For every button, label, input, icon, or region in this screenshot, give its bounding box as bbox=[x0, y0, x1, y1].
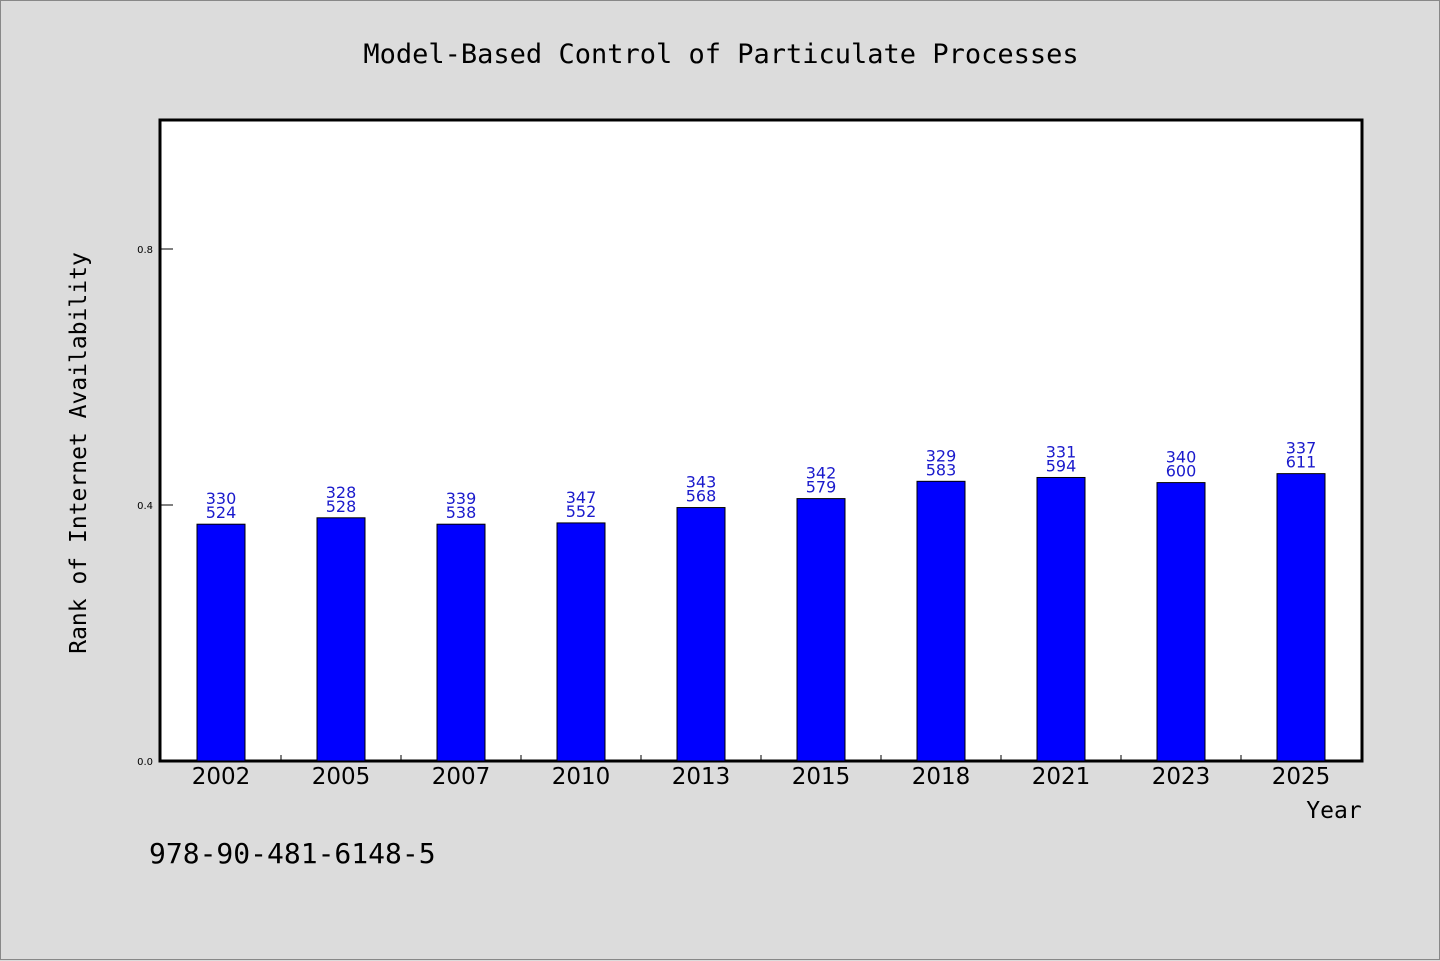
x-tick-label-2021: 2021 bbox=[1032, 764, 1091, 790]
y-axis-ticks: 0.0 0.4 0.8 bbox=[137, 245, 173, 768]
x-axis-label: Year bbox=[1306, 798, 1361, 824]
bar-label-top-2005: 328 bbox=[326, 483, 357, 502]
bar-2013 bbox=[676, 507, 726, 762]
bar-label-bottom-2002: 524 bbox=[206, 503, 237, 522]
y-axis-label: Rank of Internet Availability bbox=[66, 252, 92, 654]
bar-label-bottom-2013: 568 bbox=[686, 487, 717, 506]
bar-2025 bbox=[1276, 473, 1326, 762]
bar-label-bottom-2015: 579 bbox=[806, 478, 837, 497]
x-tick-label-2005: 2005 bbox=[312, 764, 371, 790]
isbn-footer: 978-90-481-6148-5 bbox=[149, 837, 436, 870]
bar-label-top-2002: 330 bbox=[206, 489, 237, 508]
x-tick-label-2007: 2007 bbox=[432, 764, 491, 790]
x-tick-label-2010: 2010 bbox=[552, 764, 611, 790]
bar-label-bottom-2010: 552 bbox=[566, 502, 597, 521]
bar-label-top-2018: 329 bbox=[926, 446, 957, 465]
bar-label-bottom-2018: 583 bbox=[926, 460, 957, 479]
chart-title: Model-Based Control of Particulate Proce… bbox=[363, 39, 1078, 70]
bar-label-bottom-2023: 600 bbox=[1166, 462, 1197, 481]
bar-2007 bbox=[436, 523, 486, 762]
bar-2023 bbox=[1156, 482, 1206, 762]
y-tick-label-0.0: 0.0 bbox=[137, 757, 153, 768]
bar-label-bottom-2007: 538 bbox=[446, 503, 477, 522]
bar-label-bottom-2021: 594 bbox=[1046, 456, 1077, 475]
x-tick-label-2013: 2013 bbox=[672, 764, 731, 790]
x-axis-ticks: 2002 2005 2007 2010 2013 2015 2018 2021 2023 2025 bbox=[192, 755, 1331, 790]
x-tick-label-2023: 2023 bbox=[1152, 764, 1211, 790]
bar-label-bottom-2025: 611 bbox=[1286, 453, 1317, 472]
bar-2005 bbox=[316, 517, 366, 762]
x-tick-label-2015: 2015 bbox=[792, 764, 851, 790]
y-tick-label-0.4: 0.4 bbox=[137, 501, 153, 512]
bar-2015 bbox=[796, 498, 846, 762]
bar-2018 bbox=[916, 480, 966, 762]
bar-label-top-2021: 331 bbox=[1046, 442, 1077, 461]
bar-2021 bbox=[1036, 476, 1086, 762]
bar-label-top-2023: 340 bbox=[1166, 448, 1197, 467]
bar-label-top-2010: 347 bbox=[566, 488, 597, 507]
x-tick-label-2018: 2018 bbox=[912, 764, 971, 790]
bar-label-top-2007: 339 bbox=[446, 489, 477, 508]
y-tick-label-0.8: 0.8 bbox=[137, 245, 153, 256]
x-tick-label-2025: 2025 bbox=[1272, 764, 1331, 790]
bar-label-top-2015: 342 bbox=[806, 464, 837, 483]
bar-label-top-2025: 337 bbox=[1286, 439, 1317, 458]
bar-2002 bbox=[196, 523, 246, 762]
x-tick-label-2002: 2002 bbox=[192, 764, 251, 790]
bar-2010 bbox=[556, 522, 606, 762]
bar-label-top-2013: 343 bbox=[686, 473, 717, 492]
bar-label-bottom-2005: 528 bbox=[326, 497, 357, 516]
